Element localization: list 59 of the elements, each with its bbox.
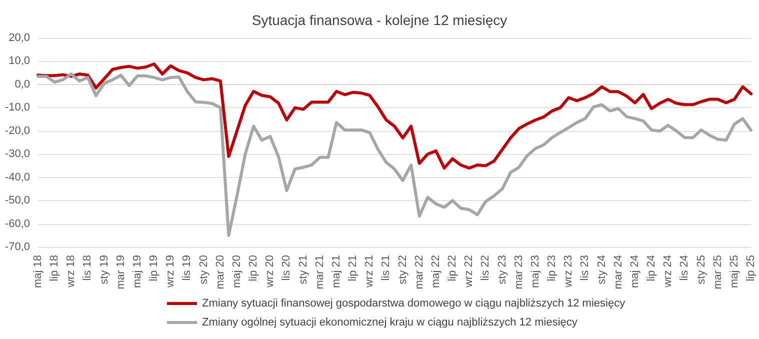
y-tick-label: -10,0 bbox=[4, 102, 30, 114]
x-tick-label: sty 19 bbox=[98, 255, 110, 284]
x-tick-label: lis 21 bbox=[380, 255, 392, 281]
x-tick-label: maj 21 bbox=[330, 255, 342, 288]
x-tick-label: maj 18 bbox=[32, 255, 44, 288]
y-tick-label: 10,0 bbox=[8, 55, 30, 68]
x-tick-label: mar 20 bbox=[214, 255, 226, 290]
x-tick-label: lip 19 bbox=[148, 255, 160, 282]
x-tick-label: lip 21 bbox=[347, 255, 360, 282]
x-tick-label: maj 24 bbox=[628, 255, 641, 288]
x-tick-label: wrz 21 bbox=[364, 255, 376, 288]
x-tick-label: mar 19 bbox=[114, 255, 127, 290]
x-tick-label: wrz 23 bbox=[562, 255, 575, 288]
x-tick-label: wrz 20 bbox=[264, 255, 276, 288]
y-tick-label: 0,0 bbox=[14, 78, 30, 90]
line-series bbox=[36, 72, 752, 237]
chart-title: Sytuacja finansowa - kolejne 12 miesięcy bbox=[252, 12, 508, 28]
x-tick-label: maj 20 bbox=[230, 255, 243, 288]
x-tick-label: mar 22 bbox=[413, 255, 426, 290]
x-tick-label: maj 19 bbox=[131, 255, 144, 288]
x-tick-label: wrz 19 bbox=[164, 255, 177, 288]
x-tick-label: sty 22 bbox=[396, 255, 409, 284]
y-tick-label: -30,0 bbox=[4, 148, 30, 160]
y-tick-label: -70,0 bbox=[4, 241, 30, 253]
x-tick-label: lis 24 bbox=[678, 255, 691, 281]
x-tick-label: mar 25 bbox=[712, 255, 724, 290]
x-tick-label: maj 22 bbox=[430, 255, 442, 288]
x-tick-label: lis 23 bbox=[579, 255, 592, 281]
x-tick-label: maj 23 bbox=[529, 255, 542, 288]
x-tick-label: lip 22 bbox=[446, 255, 459, 282]
x-tick-label: mar 24 bbox=[612, 255, 624, 290]
x-tick-label: sty 25 bbox=[695, 255, 708, 284]
x-tick-label: lip 23 bbox=[546, 255, 558, 282]
x-tick-label: lip 20 bbox=[248, 255, 260, 282]
y-tick-label: -50,0 bbox=[4, 194, 30, 207]
x-tick-label: lip 18 bbox=[48, 255, 61, 282]
y-tick-label: 20,0 bbox=[8, 32, 30, 44]
x-tick-label: lip 25 bbox=[745, 255, 757, 282]
x-tick-label: sty 21 bbox=[297, 255, 310, 284]
x-tick-label: mar 23 bbox=[512, 255, 525, 290]
y-tick-label: -40,0 bbox=[4, 171, 30, 184]
y-tick-label: -60,0 bbox=[4, 218, 30, 230]
x-tick-label: wrz 22 bbox=[463, 255, 476, 288]
legend-label: Zmiany ogólnej sytuacji ekonomicznej kraju w ciągu najbliższych 12 miesięcy bbox=[202, 316, 578, 328]
x-tick-label: maj 25 bbox=[728, 255, 740, 288]
legend-label: Zmiany sytuacji finansowej gospodarstwa domowego w ciągu najbliższych 12 miesięcy bbox=[202, 298, 626, 310]
x-tick-label: sty 20 bbox=[198, 255, 210, 284]
x-tick-label: lis 19 bbox=[181, 255, 194, 281]
x-tick-label: lip 24 bbox=[646, 255, 658, 282]
x-tick-label: wrz 24 bbox=[662, 255, 674, 288]
x-tick-label: lis 18 bbox=[82, 255, 94, 281]
x-tick-label: sty 23 bbox=[496, 255, 508, 284]
x-tick-label: sty 24 bbox=[596, 255, 608, 284]
x-tick-label: lis 22 bbox=[480, 255, 492, 281]
y-tick-label: -20,0 bbox=[4, 124, 30, 137]
line-series bbox=[36, 62, 752, 170]
x-tick-label: wrz 18 bbox=[65, 255, 78, 288]
x-tick-label: lis 20 bbox=[280, 255, 293, 281]
x-tick-label: mar 21 bbox=[314, 255, 326, 290]
